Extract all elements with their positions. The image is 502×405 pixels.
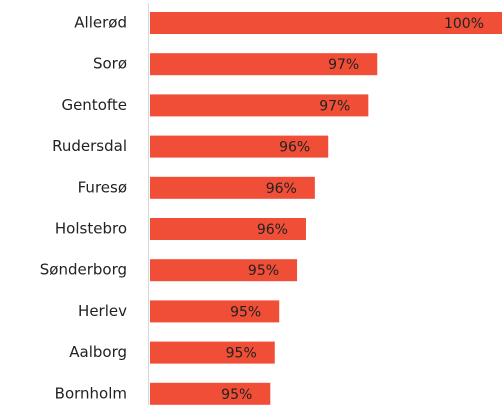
category-label: Allerød: [74, 14, 127, 32]
bar: [150, 341, 275, 364]
category-label: Herlev: [78, 302, 127, 320]
category-label: Bornholm: [55, 384, 127, 402]
value-label: 95%: [221, 387, 252, 403]
bar: [150, 382, 271, 405]
value-label: 95%: [226, 346, 257, 362]
bar: [150, 53, 378, 76]
category-label: Rudersdal: [52, 137, 127, 155]
value-label: 96%: [279, 140, 310, 156]
bar: [150, 135, 329, 158]
category-label: Gentofte: [61, 96, 127, 114]
value-label: 96%: [257, 222, 288, 238]
value-label: 96%: [266, 181, 297, 197]
category-label: Holstebro: [55, 220, 127, 238]
category-label: Sorø: [93, 55, 127, 73]
bar: [150, 176, 315, 199]
value-label: 97%: [319, 98, 350, 114]
value-label: 100%: [444, 16, 484, 32]
bar: [150, 300, 280, 323]
category-label: Furesø: [78, 178, 127, 196]
value-label: 97%: [328, 57, 359, 73]
value-label: 95%: [230, 304, 261, 320]
bar: [150, 218, 306, 240]
value-label: 95%: [248, 263, 279, 279]
category-label: Aalborg: [69, 343, 127, 361]
bar: [150, 259, 298, 282]
bar: [150, 94, 369, 117]
bar: [150, 12, 502, 34]
category-label: Sønderborg: [40, 261, 127, 279]
